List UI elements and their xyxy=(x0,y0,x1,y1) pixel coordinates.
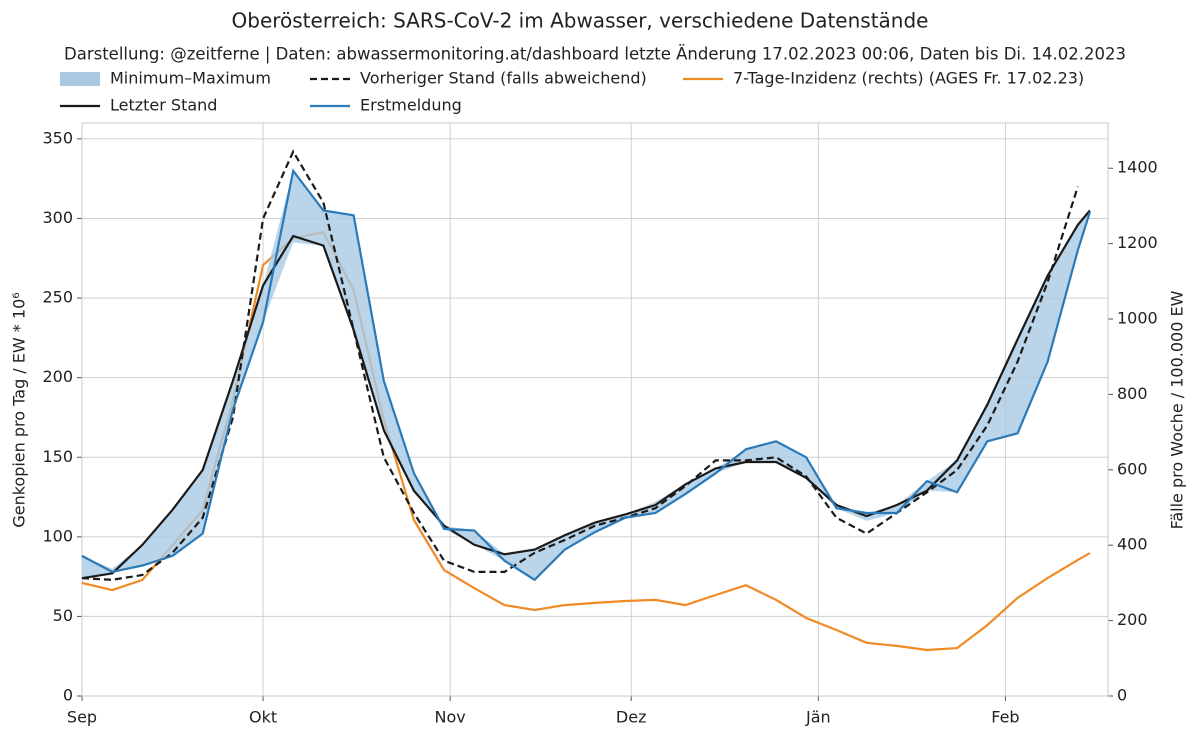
x-tick-label: Dez xyxy=(616,708,647,727)
chart-subtitle: Darstellung: @zeitferne | Daten: abwasse… xyxy=(64,45,1126,64)
legend-label: Erstmeldung xyxy=(360,96,462,115)
legend-label: Letzter Stand xyxy=(110,96,217,115)
y2-tick-label: 400 xyxy=(1117,535,1148,554)
y-axis-label: Genkopien pro Tag / EW * 10⁶ xyxy=(10,292,29,527)
y2-tick-label: 800 xyxy=(1117,384,1148,403)
chart-title: Oberösterreich: SARS-CoV-2 im Abwasser, … xyxy=(232,9,929,33)
series-line xyxy=(81,231,1091,652)
y-tick-label: 350 xyxy=(42,128,73,147)
y-tick-label: 200 xyxy=(42,367,73,386)
y-tick-label: 50 xyxy=(53,606,73,625)
x-tick-label: Jän xyxy=(805,708,831,727)
legend-swatch xyxy=(60,72,100,86)
plot-frame xyxy=(81,122,1109,697)
y-tick-label: 300 xyxy=(42,208,73,227)
y2-axis-label: Fälle pro Woche / 100.000 EW xyxy=(1168,290,1187,529)
series-line xyxy=(81,209,1091,580)
legend-label: 7-Tage-Inzidenz (rechts) (AGES Fr. 17.02… xyxy=(733,69,1084,88)
y-tick-label: 250 xyxy=(42,288,73,307)
legend-label: Vorheriger Stand (falls abweichend) xyxy=(360,69,647,88)
legend-label: Minimum–Maximum xyxy=(110,69,271,88)
y-tick-label: 100 xyxy=(42,526,73,545)
y2-tick-label: 0 xyxy=(1117,686,1127,705)
y2-tick-label: 1200 xyxy=(1117,233,1158,252)
x-tick-label: Sep xyxy=(67,708,97,727)
y2-tick-label: 1400 xyxy=(1117,158,1158,177)
series-line xyxy=(81,168,1091,582)
y2-tick-label: 600 xyxy=(1117,459,1148,478)
y2-tick-label: 200 xyxy=(1117,610,1148,629)
y2-tick-label: 1000 xyxy=(1117,309,1158,328)
y-tick-label: 150 xyxy=(42,447,73,466)
y-tick-label: 0 xyxy=(63,686,73,705)
x-tick-label: Nov xyxy=(435,708,466,727)
x-tick-label: Okt xyxy=(249,708,277,727)
series-line xyxy=(81,149,1079,581)
x-tick-label: Feb xyxy=(991,708,1019,727)
